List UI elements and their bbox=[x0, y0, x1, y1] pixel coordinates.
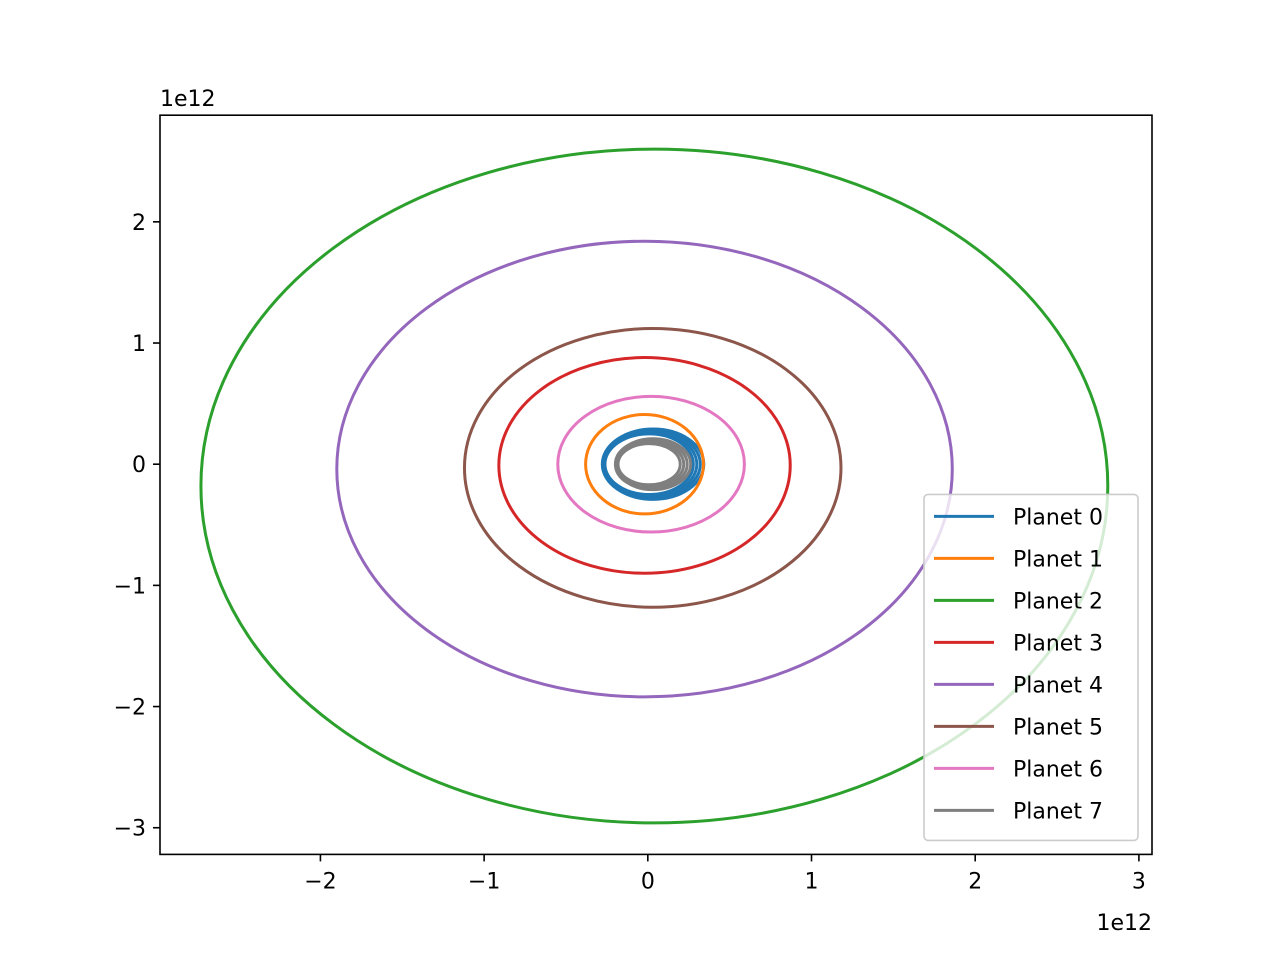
legend: Planet 0 Planet 1 Planet 2 Planet 3 Planet 4… bbox=[923, 493, 1139, 842]
orbit-7-path bbox=[613, 437, 693, 492]
orbit-4 bbox=[335, 239, 954, 699]
legend-label: Planet 5 bbox=[1013, 715, 1103, 740]
orbit-5 bbox=[462, 326, 843, 609]
legend-box bbox=[923, 493, 1139, 842]
legend-label: Planet 7 bbox=[1013, 799, 1103, 824]
y-tick-label: 2 bbox=[132, 211, 146, 236]
x-tick-label: 0 bbox=[641, 869, 655, 894]
orbit-6 bbox=[556, 394, 746, 534]
y-axis: −3 −2 −1 0 1 2 bbox=[114, 211, 160, 842]
y-tick-label: −2 bbox=[114, 696, 146, 721]
orbit-7 bbox=[613, 437, 693, 492]
y-tick-label: −3 bbox=[114, 817, 146, 842]
orbit-4-path bbox=[335, 239, 954, 699]
legend-label: Planet 4 bbox=[1013, 673, 1103, 698]
x-axis: −2 −1 0 1 2 3 bbox=[304, 854, 1146, 894]
x-offset-label: 1e12 bbox=[1096, 911, 1152, 936]
orbit-0 bbox=[600, 427, 706, 501]
y-tick-label: 0 bbox=[132, 453, 146, 478]
orbit-5-path bbox=[462, 326, 843, 609]
legend-label: Planet 3 bbox=[1013, 631, 1103, 656]
orbit-lines bbox=[199, 147, 1110, 825]
orbit-6-path bbox=[556, 394, 746, 534]
orbit-3 bbox=[497, 356, 792, 575]
orbit-2-path bbox=[199, 147, 1110, 825]
y-tick-label: 1 bbox=[132, 332, 146, 357]
x-tick-label: 2 bbox=[968, 869, 982, 894]
x-tick-label: 3 bbox=[1132, 869, 1146, 894]
legend-label: Planet 2 bbox=[1013, 589, 1103, 614]
x-tick-label: −2 bbox=[304, 869, 336, 894]
orbit-3-path bbox=[497, 356, 792, 575]
legend-label: Planet 0 bbox=[1013, 505, 1103, 530]
orbit-1-path bbox=[584, 413, 705, 516]
y-offset-label: 1e12 bbox=[160, 87, 216, 112]
orbit-1 bbox=[584, 413, 705, 516]
x-tick-label: −1 bbox=[468, 869, 500, 894]
legend-label: Planet 6 bbox=[1013, 757, 1103, 782]
x-tick-label: 1 bbox=[805, 869, 819, 894]
orbit-2 bbox=[199, 147, 1110, 825]
legend-label: Planet 1 bbox=[1013, 547, 1103, 572]
plot-frame bbox=[159, 114, 1153, 856]
y-tick-label: −1 bbox=[114, 574, 146, 599]
